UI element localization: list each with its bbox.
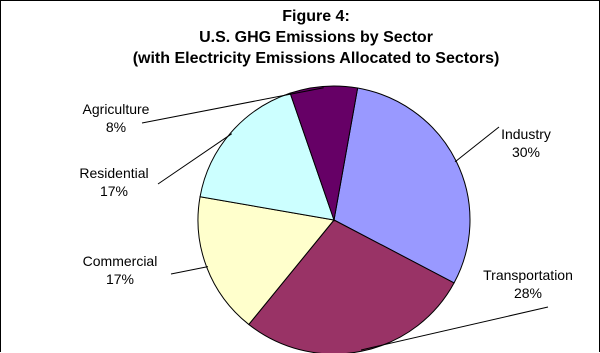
slice-percent-commercial: 17% xyxy=(106,271,134,287)
chart-subtitle: U.S. GHG Emissions by Sector xyxy=(199,29,433,46)
leader-line-commercial xyxy=(170,266,209,275)
slice-percent-transportation: 28% xyxy=(514,285,542,301)
pie-slice-transportation xyxy=(248,219,455,353)
pie-slice-residential xyxy=(199,92,335,221)
slice-label-transportation: Transportation xyxy=(483,267,573,283)
leader-lines xyxy=(141,87,549,351)
leader-line-agriculture xyxy=(141,87,324,124)
pie-slice-agriculture xyxy=(289,85,359,222)
leader-line-transportation xyxy=(360,306,549,351)
slice-percent-residential: 17% xyxy=(100,183,128,199)
slice-label-industry: Industry xyxy=(501,126,551,142)
leader-line-residential xyxy=(157,133,233,185)
slice-labels: Industry 30% Transportation 28% Commercial 17… xyxy=(79,101,573,301)
slice-percent-agriculture: 8% xyxy=(106,119,126,135)
leader-line-industry xyxy=(454,126,500,163)
slice-label-residential: Residential xyxy=(79,165,148,181)
slice-label-agriculture: Agriculture xyxy=(83,101,150,117)
chart-subtitle-2: (with Electricity Emissions Allocated to… xyxy=(133,50,500,67)
slice-label-commercial: Commercial xyxy=(83,253,158,269)
chart-title: Figure 4: xyxy=(282,8,350,25)
pie-slices xyxy=(197,85,471,353)
slice-percent-industry: 30% xyxy=(512,144,540,160)
